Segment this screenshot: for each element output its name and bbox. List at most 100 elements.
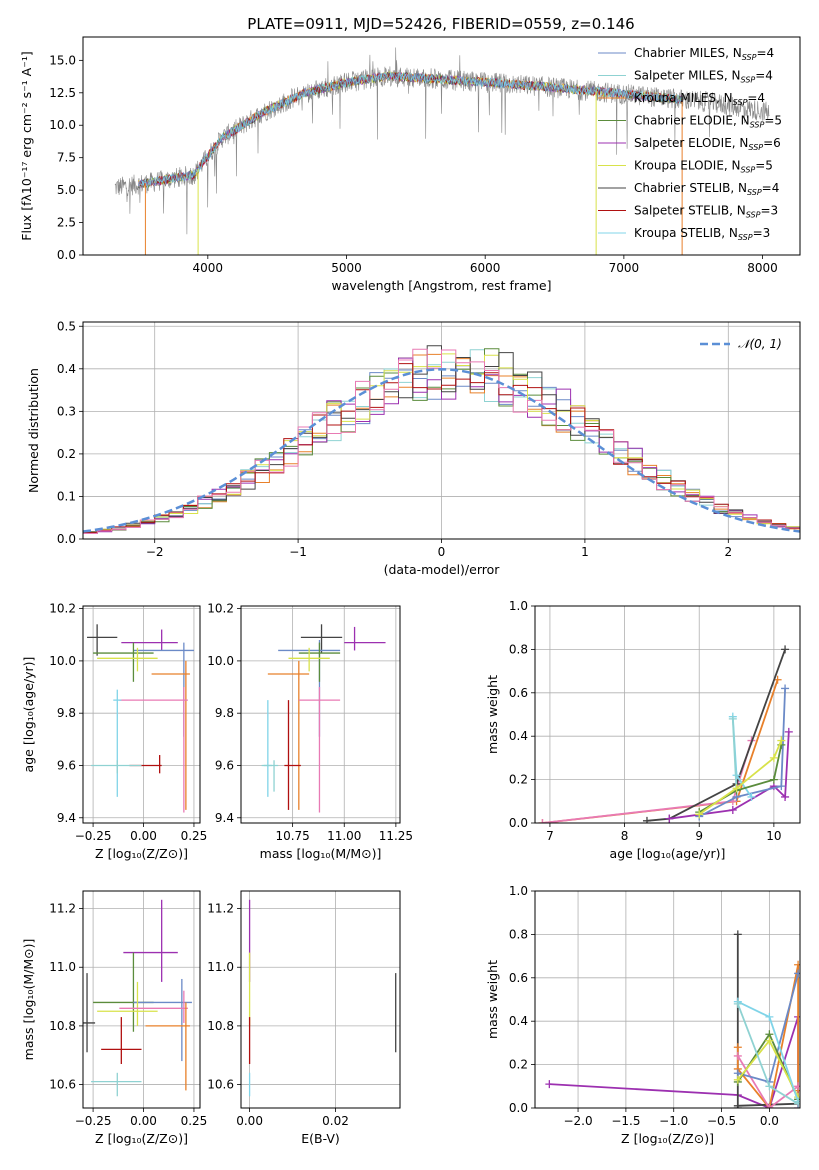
panel-3: −0.25 0.00 0.25 9.4 9.6 9.8 10.0 10.2 Z [log₁₀(Z… xyxy=(21,602,207,861)
data-point xyxy=(728,714,737,723)
y-tick-label: 0.3 xyxy=(57,404,76,418)
y-tick-label: 9.6 xyxy=(57,758,76,772)
normal-curve xyxy=(83,368,800,533)
data-point xyxy=(733,1051,742,1060)
series-line xyxy=(731,718,738,791)
y-tick-label: 0.2 xyxy=(57,447,76,461)
x-tick-label: 6000 xyxy=(470,261,501,275)
data-point xyxy=(769,753,778,762)
y-tick-label: 0.2 xyxy=(509,773,528,787)
x-axis-label: (data-model)/error xyxy=(384,562,501,577)
y-tick-label: 0.4 xyxy=(509,1014,528,1028)
x-tick-label: 11.00 xyxy=(327,829,361,843)
y-tick-label: 10.6 xyxy=(49,1078,76,1092)
y-tick-label: 10.8 xyxy=(207,1019,234,1033)
data-point xyxy=(728,805,737,814)
data-point xyxy=(733,999,742,1008)
data-point xyxy=(765,1012,774,1021)
x-tick-label: 9 xyxy=(695,829,703,843)
data-point xyxy=(781,792,790,801)
y-axis-label: Normed distribution xyxy=(26,368,41,493)
x-axis-label: Z [log₁₀(Z/Z⊙)] xyxy=(95,1131,188,1146)
data-point xyxy=(769,775,778,784)
legend-label: Salpeter MILES, NSSP=4 xyxy=(634,69,773,85)
plot-area xyxy=(83,899,192,1097)
y-tick-label: 10.0 xyxy=(49,118,76,132)
y-tick-label: 0.0 xyxy=(509,1101,528,1115)
data-point xyxy=(733,1101,742,1108)
x-tick-label: 0.00 xyxy=(236,1114,263,1128)
data-point xyxy=(781,645,790,654)
y-tick-label: 0.8 xyxy=(509,642,528,656)
x-tick-label: 0.00 xyxy=(130,1114,157,1128)
data-point xyxy=(765,1104,774,1108)
x-tick-label: −2.0 xyxy=(563,1114,592,1128)
x-tick-label: 0 xyxy=(438,545,446,559)
axes-frame xyxy=(534,890,801,1109)
series-line xyxy=(698,688,786,818)
data-point xyxy=(733,1075,742,1084)
x-axis-label: Z [log₁₀(Z/Z⊙)] xyxy=(621,1131,714,1146)
y-tick-label: 5.0 xyxy=(57,183,76,197)
plot-area xyxy=(114,47,770,255)
series-line xyxy=(542,740,753,823)
series-line xyxy=(737,1039,799,1098)
data-point xyxy=(794,960,800,969)
legend-label: Salpeter STELIB, NSSP=3 xyxy=(634,204,778,220)
legend-label: Kroupa MILES, NSSP=4 xyxy=(634,91,765,107)
legend-label: 𝒩(0, 1) xyxy=(738,337,782,351)
axes-frame xyxy=(82,605,201,824)
y-tick-label: 11.0 xyxy=(207,960,234,974)
y-tick-label: 0.6 xyxy=(509,686,528,700)
panel-5: 7 8 9 10 0.0 0.2 0.4 0.6 0.8 1.0 age [log₁₀(age/yr… xyxy=(485,599,801,861)
y-tick-label: 0.0 xyxy=(57,532,76,546)
y-tick-label: 7.5 xyxy=(57,151,76,165)
y-tick-label: 10.8 xyxy=(49,1019,76,1033)
data-point xyxy=(545,1080,554,1089)
y-tick-label: 1.0 xyxy=(509,599,528,613)
y-tick-label: 9.6 xyxy=(215,758,234,772)
x-tick-label: −0.25 xyxy=(75,829,112,843)
panel-6: −0.25 0.00 0.25 10.6 10.8 11.0 11.2 Z [log₁₀(Z/… xyxy=(21,890,208,1146)
y-tick-label: 0.1 xyxy=(57,489,76,503)
plot-area xyxy=(545,930,800,1108)
x-tick-label: 0.00 xyxy=(130,829,157,843)
legend-label: Chabrier STELIB, NSSP=4 xyxy=(634,181,779,197)
axes-frame xyxy=(534,605,801,824)
data-point xyxy=(733,930,742,939)
y-axis-label: mass [log₁₀(M/M⊙)] xyxy=(21,939,36,1061)
data-point xyxy=(642,816,651,823)
x-tick-label: −1.0 xyxy=(659,1114,688,1128)
panel-7: 0.00 0.02 10.6 10.8 11.0 11.2 E(B-V) xyxy=(207,890,401,1146)
data-point xyxy=(732,784,741,793)
axes-frame xyxy=(240,605,401,824)
y-tick-label: 10.6 xyxy=(207,1078,234,1092)
y-tick-label: 1.0 xyxy=(509,884,528,898)
legend-label: Chabrier MILES, NSSP=4 xyxy=(634,46,774,62)
series-line xyxy=(736,964,799,1108)
series-line xyxy=(736,1003,799,1105)
plot-area xyxy=(261,624,386,813)
x-tick-label: −0.5 xyxy=(707,1114,736,1128)
axes-frame xyxy=(82,36,801,256)
y-axis-label: mass weight xyxy=(485,960,500,1039)
x-axis-label: wavelength [Angstrom, rest frame] xyxy=(331,278,551,293)
data-point xyxy=(794,1099,800,1108)
data-point xyxy=(695,810,704,819)
panel-8: −2.0 −1.5 −1.0 −0.5 0.0 0.0 0.2 0.4 0.6 0.8 1.0 Z [… xyxy=(485,884,801,1146)
x-axis-label: E(B-V) xyxy=(301,1131,340,1146)
x-tick-label: 1 xyxy=(581,545,589,559)
y-tick-label: 9.8 xyxy=(57,706,76,720)
x-axis-label: age [log₁₀(age/yr)] xyxy=(610,846,726,861)
plot-area xyxy=(83,345,800,534)
x-tick-label: 0.25 xyxy=(181,1114,208,1128)
y-axis-label: Flux [fλ10⁻¹⁷ erg cm⁻² s⁻¹ A⁻¹] xyxy=(19,51,34,240)
y-tick-label: 0.5 xyxy=(57,319,76,333)
x-tick-label: −0.25 xyxy=(75,1114,112,1128)
spectrum-model-kroupa-stelib xyxy=(138,71,683,189)
y-tick-label: 0.4 xyxy=(509,729,528,743)
axes-frame xyxy=(82,890,201,1109)
y-tick-label: 12.5 xyxy=(49,86,76,100)
axes-frame xyxy=(240,890,401,1109)
